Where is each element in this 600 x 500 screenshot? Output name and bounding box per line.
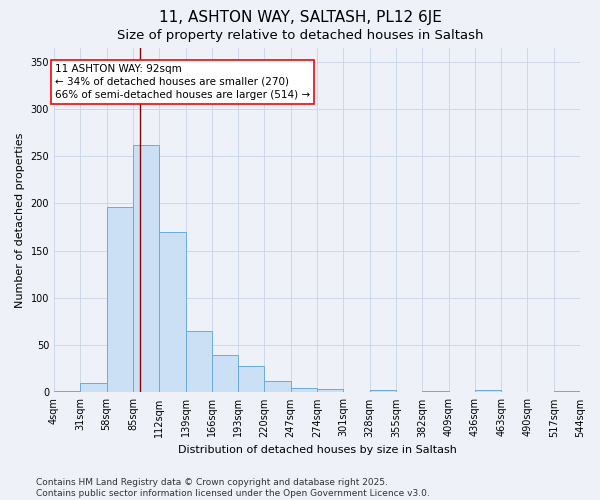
Bar [133,145,159,392]
Text: 11 ASHTON WAY: 92sqm
← 34% of detached houses are smaller (270)
66% of semi-deta: 11 ASHTON WAY: 92sqm ← 34% of detached h… [55,64,310,100]
Bar [80,383,107,392]
Bar [291,388,317,392]
Bar [265,381,291,392]
Bar [212,354,238,393]
Text: 11, ASHTON WAY, SALTASH, PL12 6JE: 11, ASHTON WAY, SALTASH, PL12 6JE [158,10,442,25]
Text: Contains HM Land Registry data © Crown copyright and database right 2025.
Contai: Contains HM Land Registry data © Crown c… [36,478,430,498]
Bar [185,331,212,392]
X-axis label: Distribution of detached houses by size in Saltash: Distribution of detached houses by size … [178,445,457,455]
Bar [370,390,396,392]
Bar [238,366,265,392]
Bar [317,388,343,392]
Text: Size of property relative to detached houses in Saltash: Size of property relative to detached ho… [117,29,483,42]
Bar [159,232,185,392]
Y-axis label: Number of detached properties: Number of detached properties [15,132,25,308]
Bar [107,207,133,392]
Bar [475,390,501,392]
